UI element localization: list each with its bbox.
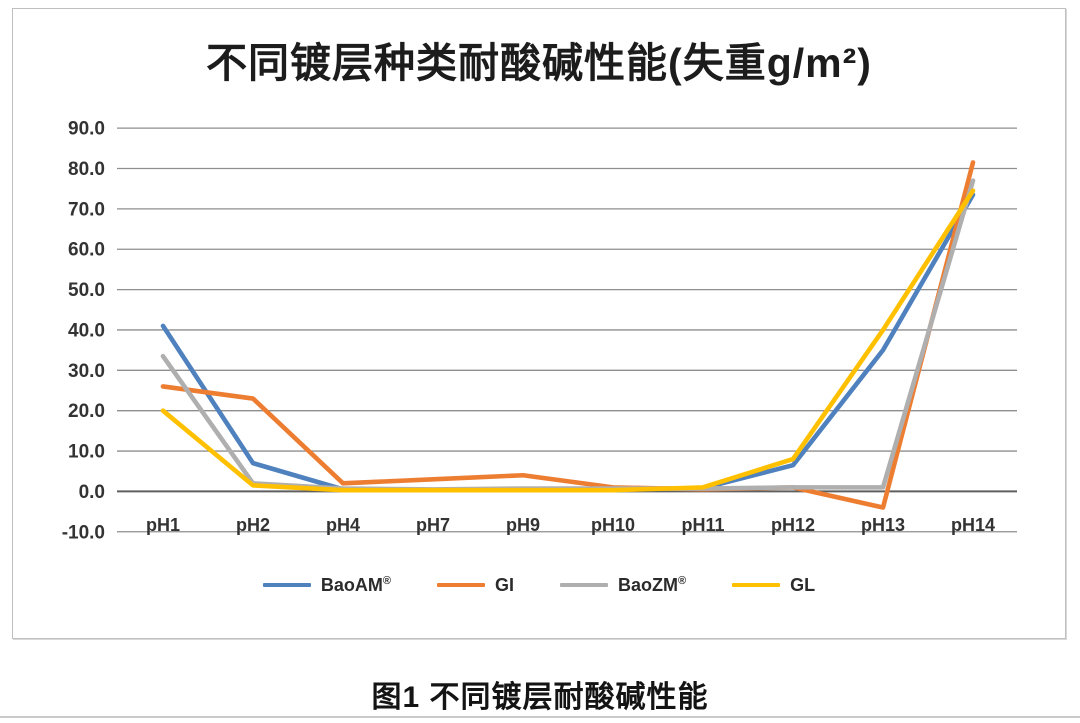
y-tick-label: 20.0 [68,401,105,422]
y-tick-label: 40.0 [68,320,105,341]
y-tick-label: 80.0 [68,159,105,180]
x-category-label: pH2 [236,515,270,535]
figure-caption: 图1 不同镀层耐酸碱性能 [371,681,709,714]
legend-label: BaoZM® [618,575,687,595]
y-tick-label: 10.0 [68,442,105,463]
x-category-label: pH10 [591,515,635,535]
series-line-BaoAM [160,192,976,493]
x-category-label: pH1 [146,515,180,535]
legend-item-BaoAM: BaoAM® [262,575,391,595]
legend-line-swatch [262,583,311,587]
legend-label: BaoAM® [320,575,391,595]
x-category-label: pH7 [416,515,450,535]
series-line-GI [160,160,976,510]
y-tick-label: 70.0 [68,199,105,220]
x-category-label: pH4 [326,515,360,535]
legend-item-GL: GL [732,576,815,594]
y-tick-label: -10.0 [62,522,105,543]
legend-label: GI [494,575,514,595]
y-tick-label: 60.0 [68,240,105,261]
legend-item-GI: GI [436,575,514,595]
y-tick-label: 0.0 [79,482,105,503]
y-tick-label: 30.0 [68,361,105,382]
legend-line-swatch [732,583,781,587]
bottom-separator [0,716,1080,718]
chart-legend: BaoAM® GI BaoZM® GL [13,572,1065,598]
x-category-label: pH11 [681,515,724,535]
legend-item-BaoZM: BaoZM® [560,576,686,594]
y-tick-label: 50.0 [68,280,105,301]
legend-line-swatch [436,583,485,587]
x-category-label: pH14 [951,515,995,535]
x-category-label: pH13 [861,515,905,535]
y-tick-label: 90.0 [68,119,105,140]
line-chart-plot: 90.0 80.0 70.0 60.0 50.0 40.0 30.0 20.0 10.0 0.0 -… [62,119,1017,543]
legend-line-swatch [560,583,608,587]
x-category-label: pH9 [506,515,540,535]
x-category-label: pH12 [771,515,815,535]
series-line-GL [160,188,976,493]
series-line-BaoZM [160,178,976,492]
chart-frame: 不同镀层种类耐酸碱性能(失重g/m²) 90.0 80.0 70.0 60.0 50.0… [12,8,1066,639]
chart-title: 不同镀层种类耐酸碱性能(失重g/m²) [206,40,872,86]
legend-label: GL [790,575,816,595]
